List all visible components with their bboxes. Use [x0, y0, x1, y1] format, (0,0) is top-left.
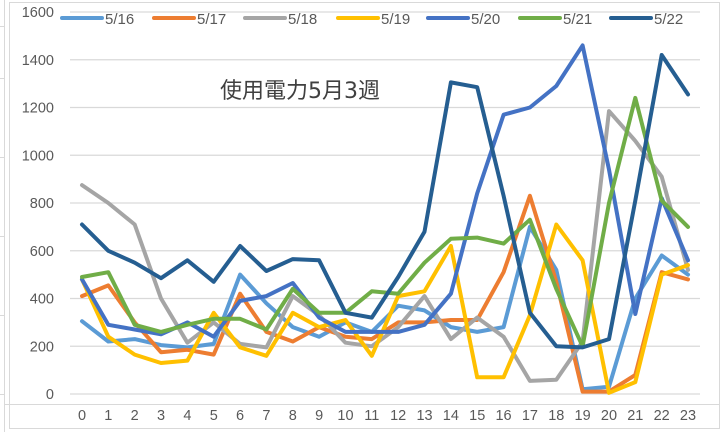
x-tick-label: 0: [78, 408, 86, 424]
legend-label: 5/18: [288, 11, 317, 28]
x-tick-label: 1: [104, 408, 112, 424]
y-tick-label: 0: [46, 387, 54, 403]
legend-label: 5/17: [197, 11, 226, 28]
left-strip-tick: [0, 236, 4, 237]
legend-label: 5/16: [105, 11, 134, 28]
x-tick-label: 7: [262, 408, 270, 424]
y-tick-label: 1000: [22, 148, 54, 164]
legend-label: 5/20: [471, 11, 500, 28]
x-tick-label: 3: [157, 408, 165, 424]
y-tick-label: 600: [30, 244, 54, 260]
y-tick-label: 1400: [22, 53, 54, 69]
y-tick-label: 400: [30, 292, 54, 308]
series-line-5-16: [80, 224, 690, 392]
legend-item-5-21[interactable]: 5/21: [518, 11, 592, 28]
x-tick-label: 10: [337, 408, 353, 424]
legend-item-5-19[interactable]: 5/19: [336, 11, 410, 28]
x-tick-label: 9: [315, 408, 323, 424]
series-line-5-21: [80, 95, 690, 349]
x-tick-label: 16: [495, 408, 511, 424]
y-tick-label: 1200: [22, 101, 54, 117]
y-tick-label: 800: [30, 196, 54, 212]
x-tick-label: 15: [469, 408, 485, 424]
left-strip-tick: [0, 394, 4, 395]
y-tick-label: 1600: [22, 5, 54, 21]
x-tick-label: 23: [680, 408, 696, 424]
x-tick-label: 4: [183, 408, 191, 424]
x-tick-label: 20: [601, 408, 617, 424]
left-strip-tick: [0, 315, 4, 316]
series-line-5-19: [80, 222, 690, 395]
x-tick-label: 17: [522, 408, 538, 424]
x-tick-label: 11: [364, 408, 379, 424]
legend-label: 5/21: [563, 11, 592, 28]
x-axis-area: [4, 404, 720, 428]
legend-item-5-18[interactable]: 5/18: [243, 11, 317, 28]
x-tick-label: 14: [443, 408, 459, 424]
left-strip-tick: [0, 26, 4, 27]
legend-item-5-17[interactable]: 5/17: [152, 11, 226, 28]
legend-item-5-16[interactable]: 5/16: [60, 11, 134, 28]
x-tick-label: 18: [548, 408, 564, 424]
left-strip-tick: [0, 157, 4, 158]
x-tick-label: 22: [654, 408, 670, 424]
series-line-5-22: [80, 53, 690, 350]
x-tick-label: 6: [236, 408, 244, 424]
series-lines: [80, 43, 690, 395]
left-strip-tick: [0, 78, 4, 79]
x-tick-label: 5: [210, 408, 218, 424]
x-tick-label: 8: [289, 408, 297, 424]
y-tick-label: 200: [30, 339, 54, 355]
legend: 5/16 5/17 5/18 5/19 5/20 5/21 5/22: [60, 11, 683, 28]
x-tick-label: 19: [575, 408, 591, 424]
x-axis-ticks: 0 1 2 3 4 5 6 7 8 9 10 11 12 13 14 15 16 17 18 19 20 21 22 23: [78, 408, 696, 424]
y-axis-ticks: 0 200 400 600 800 1000 1200 1400 1600: [22, 5, 54, 403]
left-border-strip: [0, 0, 5, 432]
x-tick-label: 2: [131, 408, 139, 424]
legend-item-5-20[interactable]: 5/20: [426, 11, 500, 28]
series-line-5-18: [80, 109, 690, 383]
legend-label: 5/22: [654, 11, 683, 28]
chart-title: 使用電力5月3週: [220, 79, 380, 104]
chart-frame: [9, 2, 720, 429]
legend-label: 5/19: [381, 11, 410, 28]
x-tick-label: 12: [390, 408, 406, 424]
legend-item-5-22[interactable]: 5/22: [609, 11, 683, 28]
x-tick-label: 13: [416, 408, 432, 424]
x-tick-label: 21: [627, 408, 643, 424]
